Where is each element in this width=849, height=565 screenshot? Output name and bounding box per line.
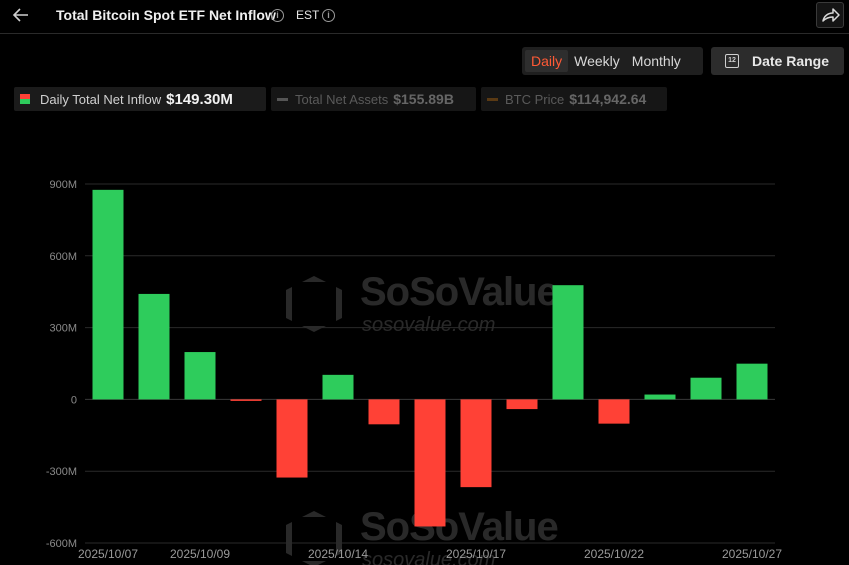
bar-2025-10-24[interactable] — [690, 377, 722, 400]
bar-2025-10-10[interactable] — [230, 399, 262, 401]
bar-2025-10-21[interactable] — [552, 285, 584, 400]
tab-monthly[interactable]: Monthly — [631, 53, 681, 69]
date-range-button[interactable]: 12 Date Range — [711, 47, 844, 75]
x-tick-label: 2025/10/14 — [308, 547, 368, 561]
bar-2025-10-08[interactable] — [138, 293, 170, 400]
bar-2025-10-22[interactable] — [598, 399, 630, 424]
legend-swatch — [277, 97, 288, 101]
y-tick-label: 0 — [71, 394, 77, 406]
timezone-info-icon[interactable]: i — [322, 9, 335, 22]
legend-label: Daily Total Net Inflow — [40, 91, 162, 107]
share-button[interactable] — [816, 2, 844, 28]
bar-2025-10-14[interactable] — [322, 374, 354, 400]
info-icon[interactable]: i — [271, 9, 284, 22]
bar-2025-10-23[interactable] — [644, 394, 676, 400]
y-tick-label: 300M — [49, 323, 77, 335]
calendar-icon: 12 — [725, 54, 739, 68]
bar-2025-10-27[interactable] — [736, 363, 768, 400]
legend-value: $114,942.64 — [569, 91, 647, 107]
legend-btc-price[interactable]: BTC Price $114,942.64 — [481, 87, 667, 111]
bar-2025-10-07[interactable] — [92, 189, 124, 400]
y-tick-label: -300M — [46, 466, 77, 478]
legend-label: Total Net Assets — [295, 91, 389, 107]
top-bar: Total Bitcoin Spot ETF Net Inflow i EST … — [0, 0, 849, 34]
bar-2025-10-15[interactable] — [368, 399, 400, 425]
page-title: Total Bitcoin Spot ETF Net Inflow — [56, 7, 276, 23]
bar-2025-10-20[interactable] — [506, 399, 538, 410]
tab-daily[interactable]: Daily — [525, 50, 569, 72]
legend-value: $149.30M — [166, 90, 233, 108]
legend-value: $155.89B — [393, 91, 454, 107]
x-tick-label: 2025/10/27 — [722, 547, 782, 561]
share-arrow-icon — [822, 8, 840, 22]
legend-swatch — [487, 97, 498, 101]
timezone-label: EST — [296, 8, 320, 22]
y-tick-label: 900M — [49, 179, 77, 191]
x-tick-label: 2025/10/09 — [170, 547, 230, 561]
x-tick-label: 2025/10/22 — [584, 547, 644, 561]
tab-weekly[interactable]: Weekly — [574, 53, 620, 69]
y-tick-label: -600M — [46, 538, 77, 550]
legend-daily-total-net-inflow[interactable]: Daily Total Net Inflow $149.30M — [14, 87, 266, 111]
date-range-label: Date Range — [752, 53, 830, 69]
y-tick-label: 600M — [49, 251, 77, 263]
bar-2025-10-17[interactable] — [460, 399, 492, 488]
legend-total-net-assets[interactable]: Total Net Assets $155.89B — [271, 87, 476, 111]
x-tick-label: 2025/10/07 — [78, 547, 138, 561]
arrow-left-icon[interactable] — [10, 4, 32, 26]
bar-2025-10-13[interactable] — [276, 399, 308, 478]
legend-label: BTC Price — [505, 91, 565, 107]
bar-2025-10-16[interactable] — [414, 399, 446, 527]
x-tick-label: 2025/10/17 — [446, 547, 506, 561]
legend-swatch — [20, 94, 30, 104]
period-toggle: Daily Weekly Monthly — [522, 47, 703, 75]
bar-2025-10-09[interactable] — [184, 352, 216, 400]
